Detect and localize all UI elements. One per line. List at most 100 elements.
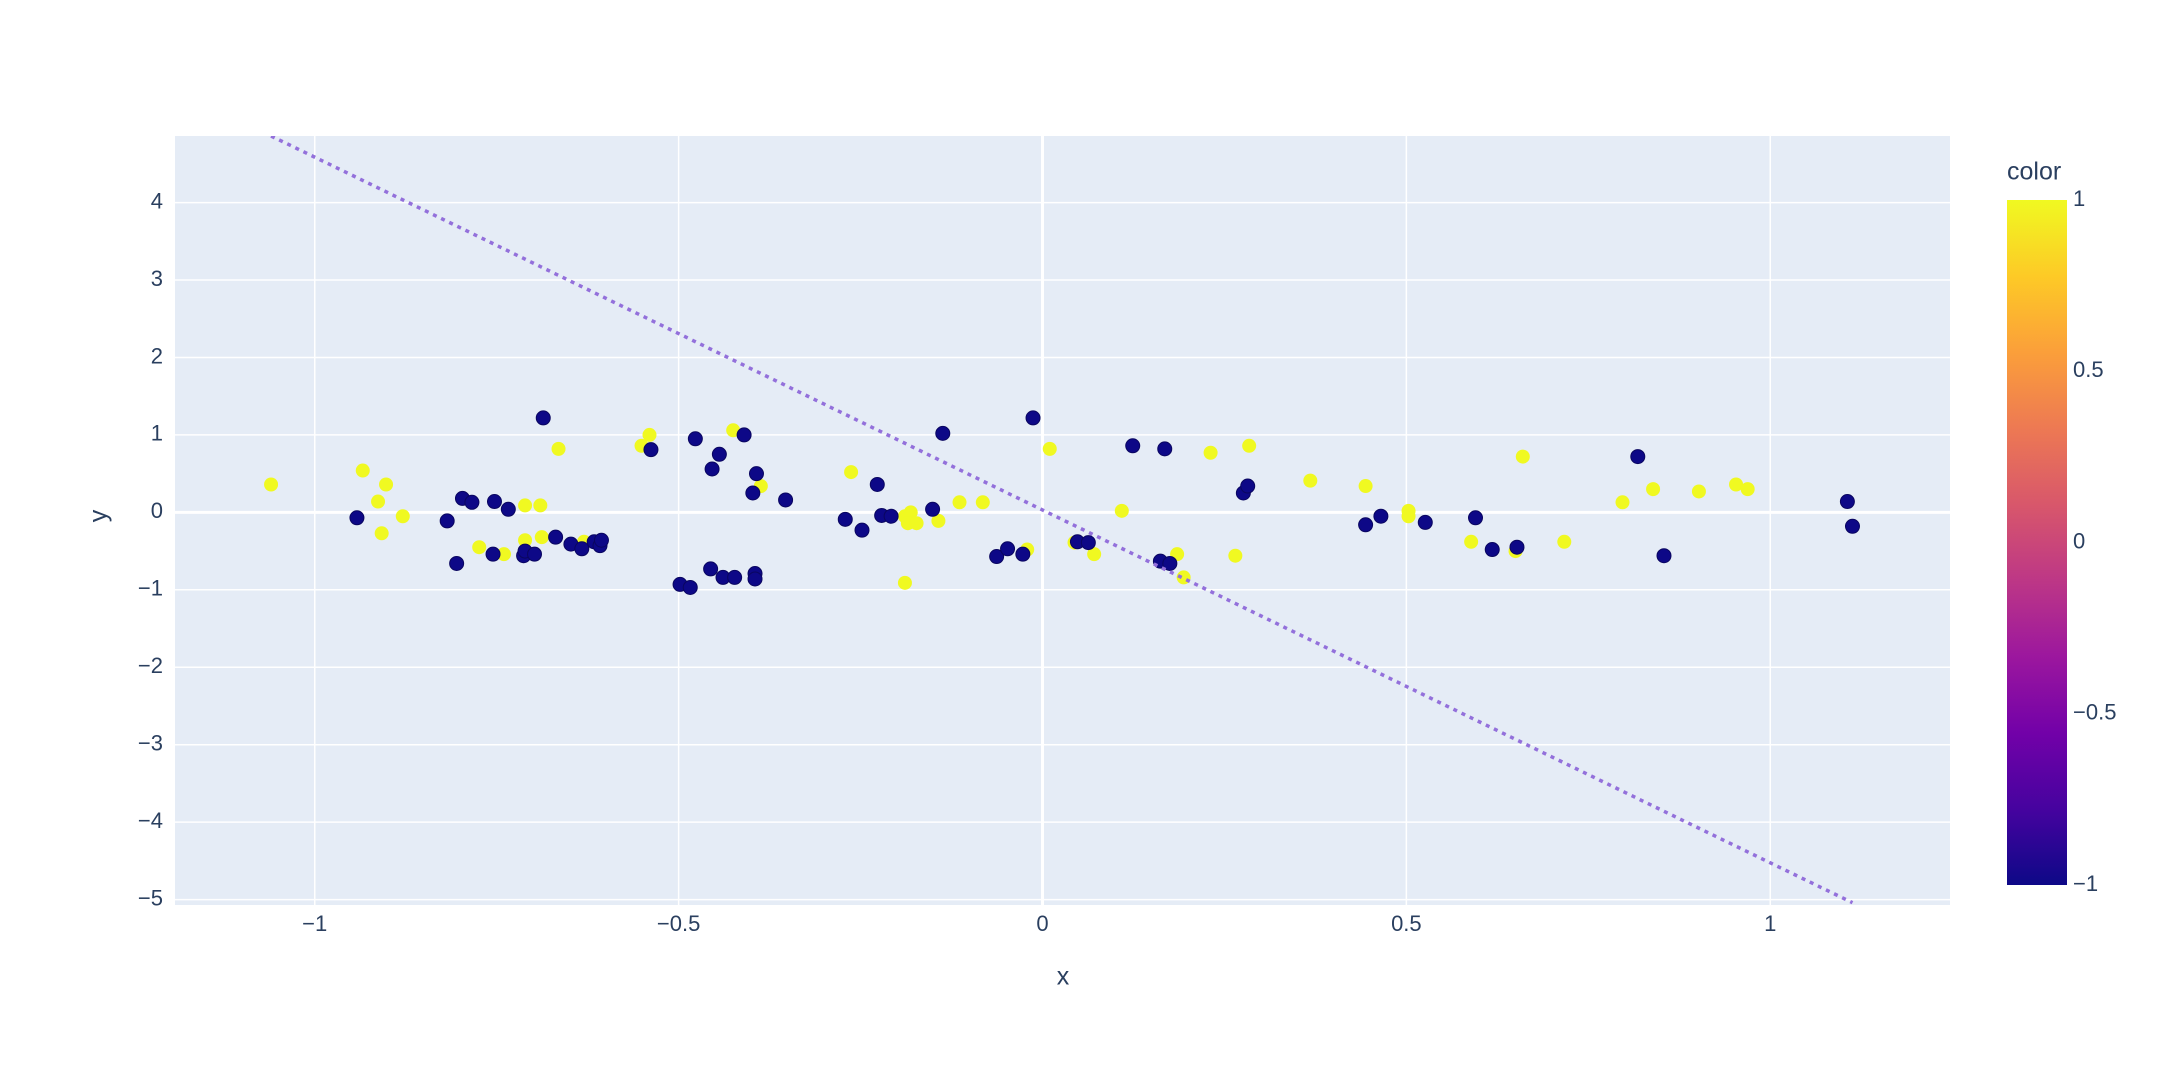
colorbar — [2007, 200, 2067, 885]
point — [1242, 438, 1257, 453]
y-tick-label: 1 — [151, 421, 163, 446]
point — [935, 425, 951, 441]
point — [682, 579, 698, 595]
point — [1646, 482, 1661, 497]
point — [687, 431, 703, 447]
y-tick-label: 3 — [151, 266, 163, 291]
point — [711, 446, 727, 462]
y-tick-label: −5 — [138, 885, 163, 910]
point — [854, 522, 870, 538]
x-axis-title: x — [1057, 963, 1070, 991]
x-tick-label: 0.5 — [1391, 911, 1422, 936]
point — [989, 549, 1005, 565]
point — [1844, 518, 1860, 534]
x-tick-label: −0.5 — [657, 911, 700, 936]
colorbar-tick-label: −1 — [2073, 871, 2098, 896]
point — [1401, 509, 1416, 524]
point — [500, 501, 516, 517]
point — [349, 510, 365, 526]
point — [1615, 495, 1630, 510]
point — [931, 513, 946, 528]
point — [1630, 449, 1646, 465]
point — [703, 561, 719, 577]
point — [642, 427, 657, 442]
plot-area — [264, 136, 1860, 905]
point — [1087, 547, 1102, 562]
point — [355, 463, 370, 478]
point — [1358, 517, 1374, 533]
point — [551, 441, 566, 456]
point — [1240, 478, 1256, 494]
point — [1468, 510, 1484, 526]
point — [264, 477, 279, 492]
point — [1464, 534, 1479, 549]
point — [727, 569, 743, 585]
point — [747, 571, 763, 587]
point — [1509, 539, 1525, 555]
colorbar-tick-label: 1 — [2073, 186, 2085, 211]
point — [1515, 449, 1530, 464]
point — [518, 533, 533, 548]
point — [548, 529, 564, 545]
y-tick-label: −3 — [138, 731, 163, 756]
point — [736, 427, 752, 443]
x-tick-label: 1 — [1764, 911, 1776, 936]
point — [1656, 548, 1672, 564]
point — [1303, 473, 1318, 488]
x-tick-label: 0 — [1036, 911, 1048, 936]
point — [869, 476, 885, 492]
colorbar-tick-label: 0 — [2073, 528, 2085, 553]
point — [1839, 494, 1855, 510]
y-tick-label: −2 — [138, 653, 163, 678]
point — [379, 477, 394, 492]
point — [1114, 503, 1129, 518]
y-tick-label: 2 — [151, 343, 163, 368]
point — [574, 541, 590, 557]
point — [1228, 548, 1243, 563]
point — [897, 575, 912, 590]
point — [533, 498, 548, 513]
point — [374, 526, 389, 541]
point — [1557, 534, 1572, 549]
point — [1417, 514, 1433, 530]
point — [472, 540, 487, 555]
point — [704, 461, 720, 477]
point — [395, 509, 410, 524]
point — [1740, 482, 1755, 497]
point — [486, 494, 502, 510]
point — [643, 442, 659, 458]
point — [745, 485, 761, 501]
point — [1157, 441, 1173, 457]
y-tick-label: 4 — [151, 188, 163, 213]
point — [518, 498, 533, 513]
point — [1025, 410, 1041, 426]
point — [593, 532, 609, 548]
point — [1373, 508, 1389, 524]
point — [1015, 546, 1031, 562]
y-axis-title: y — [85, 509, 113, 522]
point — [449, 555, 465, 571]
point — [1000, 541, 1016, 557]
point — [371, 494, 386, 509]
point — [485, 546, 501, 562]
point — [439, 513, 455, 529]
plot-background — [175, 136, 1950, 905]
x-tick-label: −1 — [302, 911, 327, 936]
point — [778, 492, 794, 508]
point — [1042, 441, 1057, 456]
y-tick-label: 0 — [151, 498, 163, 523]
point — [952, 495, 967, 510]
point — [975, 495, 990, 510]
point — [1691, 484, 1706, 499]
point — [1729, 477, 1744, 492]
colorbar-title: color — [2007, 158, 2061, 186]
point — [883, 508, 899, 524]
point — [1484, 542, 1500, 558]
point — [1358, 479, 1373, 494]
point — [726, 423, 741, 438]
point — [903, 505, 918, 520]
point — [1080, 535, 1096, 551]
colorbar-tick-label: −0.5 — [2073, 700, 2116, 725]
point — [844, 465, 859, 480]
